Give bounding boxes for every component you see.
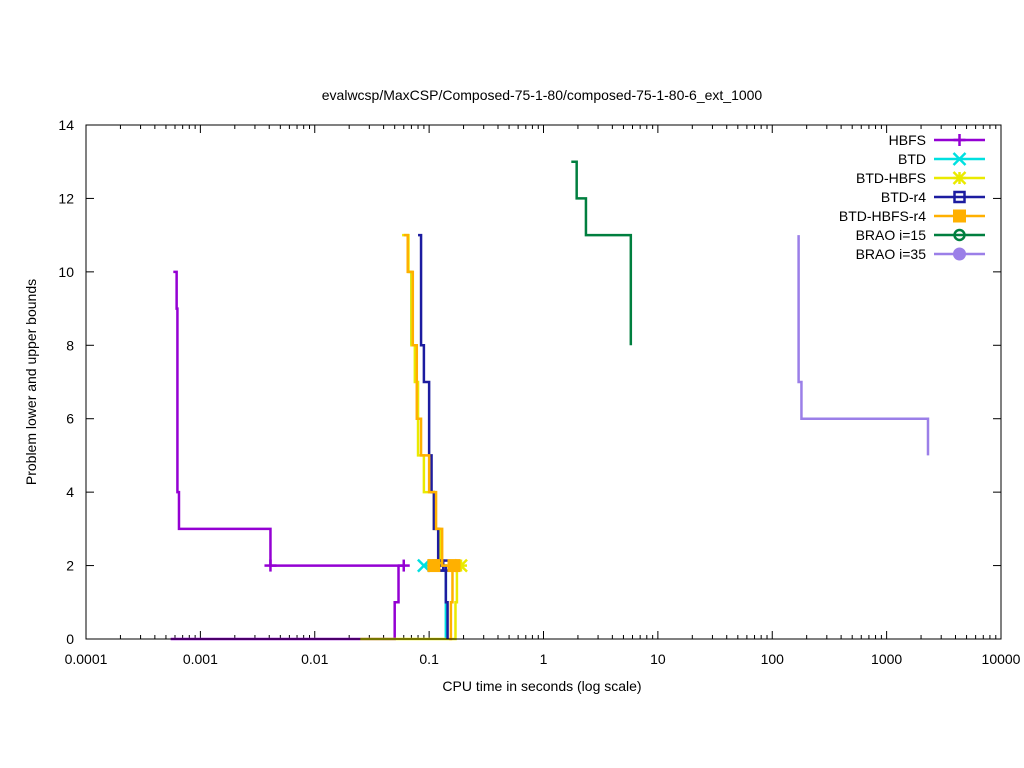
legend-label: BRAO i=35 <box>856 246 927 262</box>
legend-label: BTD <box>898 151 926 167</box>
legend-label: BTD-r4 <box>881 189 926 205</box>
plot-frame <box>85 124 1002 640</box>
x-tick-label: 100 <box>761 651 785 667</box>
series-upper-line <box>402 233 462 567</box>
legend-label: BRAO i=15 <box>856 227 927 243</box>
y-tick-label: 10 <box>58 264 74 280</box>
y-tick-label: 2 <box>66 558 74 574</box>
x-tick-label: 1 <box>540 651 548 667</box>
series-lower-line <box>360 565 459 641</box>
legend-label: HBFS <box>889 132 926 148</box>
legend-marker <box>952 152 967 166</box>
legend-item: HBFS <box>889 132 985 148</box>
legend: HBFS BTD BTD-HBFS BTD-r4 BTD-HBFS-r4 BRAO i=1… <box>839 132 985 262</box>
x-tick-label: 1000 <box>871 651 902 667</box>
chart-title: evalwcsp/MaxCSP/Composed-75-1-80/compose… <box>322 87 763 103</box>
y-tick-label: 6 <box>66 411 74 427</box>
series-lower-line <box>423 564 448 639</box>
series-lower-line <box>170 565 400 641</box>
legend-item: BRAO i=35 <box>856 246 985 262</box>
x-tick-label: 0.1 <box>419 651 439 667</box>
legend-marker <box>953 190 966 204</box>
series-brao-i-15 <box>571 160 633 346</box>
legend-item: BTD-r4 <box>881 189 985 205</box>
x-tick-label: 10 <box>650 651 666 667</box>
legend-marker <box>953 247 966 261</box>
axes: 0.0001 0.001 0.01 0.1 1 10 100 1000 10000 0 2 4 6 8 10… <box>58 117 1020 667</box>
series-upper-line <box>418 233 445 567</box>
series-upper-line <box>173 270 404 567</box>
series-btd-r4 <box>418 233 451 639</box>
y-tick-label: 4 <box>66 484 74 500</box>
series-upper-line <box>571 160 633 346</box>
legend-marker <box>953 228 966 242</box>
legend-marker <box>952 171 967 185</box>
y-tick-label: 8 <box>66 337 74 353</box>
data-point <box>447 559 461 573</box>
y-tick-label: 12 <box>58 190 74 206</box>
legend-label: BTD-HBFS-r4 <box>839 208 926 224</box>
series-btd-hbfs-r4 <box>403 233 461 641</box>
x-tick-label: 0.0001 <box>65 651 108 667</box>
series-upper-line <box>403 233 453 567</box>
y-axis-label: Problem lower and upper bounds <box>23 279 39 485</box>
series-brao-i-35 <box>797 235 930 456</box>
x-tick-label: 0.01 <box>301 651 328 667</box>
legend-label: BTD-HBFS <box>856 170 926 186</box>
legend-marker <box>953 209 966 223</box>
legend-item: BTD-HBFS-r4 <box>839 208 985 224</box>
data-point <box>397 559 410 572</box>
y-tick-label: 14 <box>58 117 74 133</box>
legend-item: BRAO i=15 <box>856 227 985 243</box>
series-upper-line <box>797 235 930 456</box>
series-hbfs <box>170 270 410 641</box>
y-tick-label: 0 <box>66 631 74 647</box>
plot-area <box>170 160 930 641</box>
legend-item: BTD-HBFS <box>856 170 985 186</box>
x-axis-label: CPU time in seconds (log scale) <box>442 678 641 694</box>
x-tick-label: 0.001 <box>183 651 218 667</box>
legend-item: BTD <box>898 151 985 167</box>
data-point <box>427 559 441 573</box>
x-tick-label: 10000 <box>982 651 1021 667</box>
legend-marker <box>953 134 966 146</box>
data-point <box>264 559 277 572</box>
series-lower-line <box>449 565 454 641</box>
